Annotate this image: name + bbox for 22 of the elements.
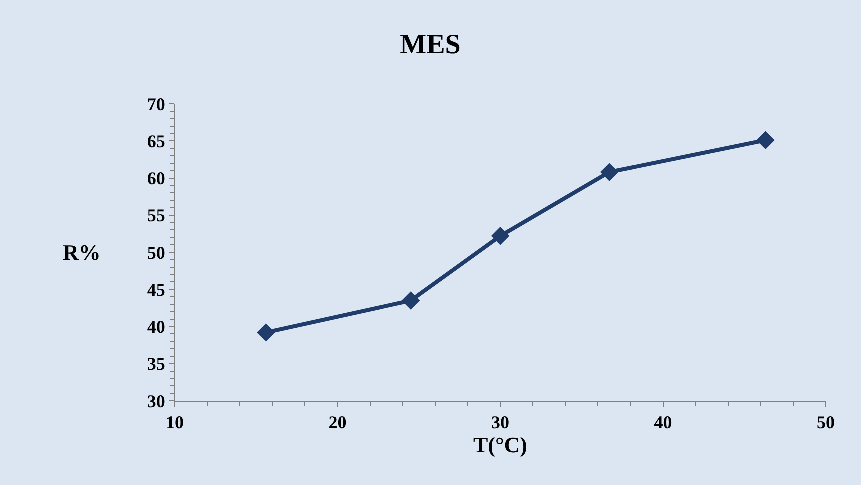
x-tick-label: 20 (328, 412, 347, 433)
y-tick-label: 50 (147, 242, 166, 263)
x-axis-title: T(°C) (473, 432, 528, 458)
y-tick-label: 40 (147, 317, 166, 338)
chart-title: MES (400, 30, 461, 61)
y-tick-label: 70 (147, 94, 166, 114)
x-tick-label: 10 (166, 412, 184, 433)
point (756, 131, 775, 150)
x-tick-label: 40 (654, 412, 672, 433)
point (491, 227, 510, 246)
x-tick-label: 30 (492, 412, 510, 433)
y-tick-label: 55 (147, 206, 166, 226)
x-tick-label: 50 (817, 412, 835, 433)
y-tick-label: 45 (147, 280, 166, 300)
y-tick-label: 65 (147, 131, 166, 152)
y-tick-label: 35 (147, 354, 166, 374)
point (600, 163, 619, 182)
y-axis-title: R% (63, 240, 101, 265)
point (402, 292, 420, 310)
y-tick-label: 60 (147, 168, 166, 189)
y-tick-label: 30 (147, 391, 166, 412)
point (257, 324, 276, 342)
